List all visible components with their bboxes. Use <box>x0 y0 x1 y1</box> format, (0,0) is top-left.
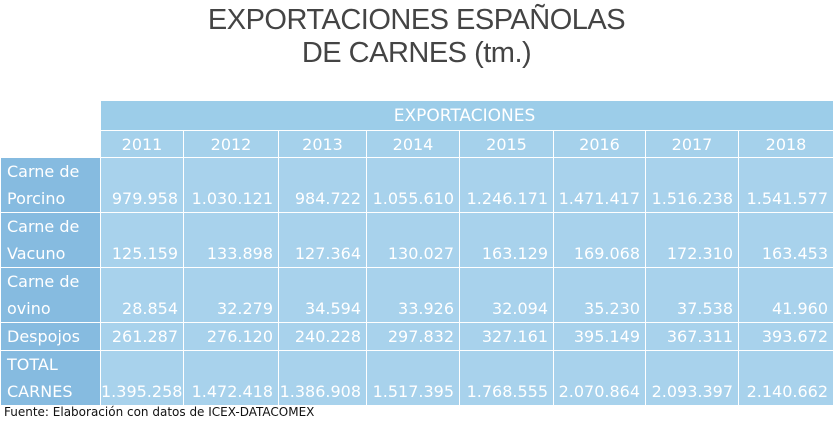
year-header: 2018 <box>737 130 833 158</box>
row-label: Carne de Porcino <box>0 157 101 213</box>
value-cell: 1.030.121 <box>183 157 279 213</box>
row-label: Carne de Vacuno <box>0 212 101 268</box>
value-cell: 34.594 <box>278 267 367 323</box>
value-cell: 32.279 <box>183 267 279 323</box>
title: EXPORTACIONES ESPAÑOLAS DE CARNES (tm.) <box>0 4 833 70</box>
row-label-line: Porcino <box>7 189 66 208</box>
exports-table: EXPORTACIONES 2011 2012 2013 2014 2015 2016 201… <box>0 100 833 406</box>
value-cell: 37.538 <box>645 267 739 323</box>
title-line: DE CARNES (tm.) <box>301 37 532 69</box>
value-cell: 1.395.258 <box>100 350 184 406</box>
value-cell: 1.055.610 <box>366 157 460 213</box>
data-row: Carne de Porcino 979.958 1.030.121 984.722 1.… <box>0 157 833 213</box>
row-label-line: CARNES <box>7 382 73 401</box>
value-cell: 327.161 <box>459 322 554 351</box>
row-label-line: Despojos <box>7 327 81 346</box>
value-cell: 33.926 <box>366 267 460 323</box>
row-label-line: Carne de <box>7 162 80 181</box>
row-label: TOTAL CARNES <box>0 350 101 406</box>
row-label-line: Carne de <box>7 217 80 236</box>
row-label-line: Vacuno <box>7 244 66 263</box>
header-row: EXPORTACIONES <box>0 100 833 131</box>
value-cell: 984.722 <box>278 157 367 213</box>
value-cell: 1.471.417 <box>553 157 646 213</box>
row-label: Despojos <box>0 322 101 351</box>
value-cell: 41.960 <box>737 267 833 323</box>
value-cell: 2.070.864 <box>553 350 646 406</box>
value-cell: 163.129 <box>459 212 554 268</box>
value-cell: 276.120 <box>183 322 279 351</box>
year-header: 2017 <box>645 130 739 158</box>
value-cell: 133.898 <box>183 212 279 268</box>
row-label: Carne de ovino <box>0 267 101 323</box>
title-line: EXPORTACIONES ESPAÑOLAS <box>207 4 626 36</box>
value-cell: 1.541.577 <box>737 157 833 213</box>
value-cell: 1.516.238 <box>645 157 739 213</box>
value-cell: 32.094 <box>459 267 554 323</box>
row-label-line: Carne de <box>7 272 80 291</box>
value-cell: 130.027 <box>366 212 460 268</box>
data-row: TOTAL CARNES 1.395.258 1.472.418 1.386.908 1.… <box>0 350 833 406</box>
row-label-line: TOTAL <box>7 355 58 374</box>
year-header: 2012 <box>183 130 279 158</box>
value-cell: 35.230 <box>553 267 646 323</box>
value-cell: 163.453 <box>737 212 833 268</box>
value-cell: 1.386.908 <box>278 350 367 406</box>
value-cell: 367.311 <box>645 322 739 351</box>
data-row: Despojos 261.287 276.120 240.228 297.832 327.… <box>0 322 833 351</box>
value-cell: 240.228 <box>278 322 367 351</box>
value-cell: 261.287 <box>100 322 184 351</box>
year-header: 2015 <box>459 130 554 158</box>
value-cell: 172.310 <box>645 212 739 268</box>
blank-cell <box>0 130 101 158</box>
group-header: EXPORTACIONES <box>99 100 833 131</box>
blank-cell <box>0 100 101 131</box>
year-header: 2013 <box>278 130 367 158</box>
value-cell: 1.246.171 <box>459 157 554 213</box>
row-label-line: ovino <box>7 299 51 318</box>
value-cell: 127.364 <box>278 212 367 268</box>
value-cell: 979.958 <box>100 157 184 213</box>
value-cell: 393.672 <box>737 322 833 351</box>
value-cell: 1.472.418 <box>183 350 279 406</box>
year-row: 2011 2012 2013 2014 2015 2016 2017 2018 <box>0 130 833 158</box>
value-cell: 2.140.662 <box>737 350 833 406</box>
value-cell: 169.068 <box>553 212 646 268</box>
data-row: Carne de Vacuno 125.159 133.898 127.364 130.0… <box>0 212 833 268</box>
value-cell: 1.517.395 <box>366 350 460 406</box>
value-cell: 395.149 <box>553 322 646 351</box>
value-cell: 125.159 <box>100 212 184 268</box>
data-row: Carne de ovino 28.854 32.279 34.594 33.926 32.… <box>0 267 833 323</box>
value-cell: 2.093.397 <box>645 350 739 406</box>
value-cell: 1.768.555 <box>459 350 554 406</box>
value-cell: 28.854 <box>100 267 184 323</box>
year-header: 2014 <box>366 130 460 158</box>
year-header: 2016 <box>553 130 646 158</box>
value-cell: 297.832 <box>366 322 460 351</box>
year-header: 2011 <box>100 130 184 158</box>
source-note: Fuente: Elaboración con datos de ICEX-DA… <box>4 405 315 419</box>
